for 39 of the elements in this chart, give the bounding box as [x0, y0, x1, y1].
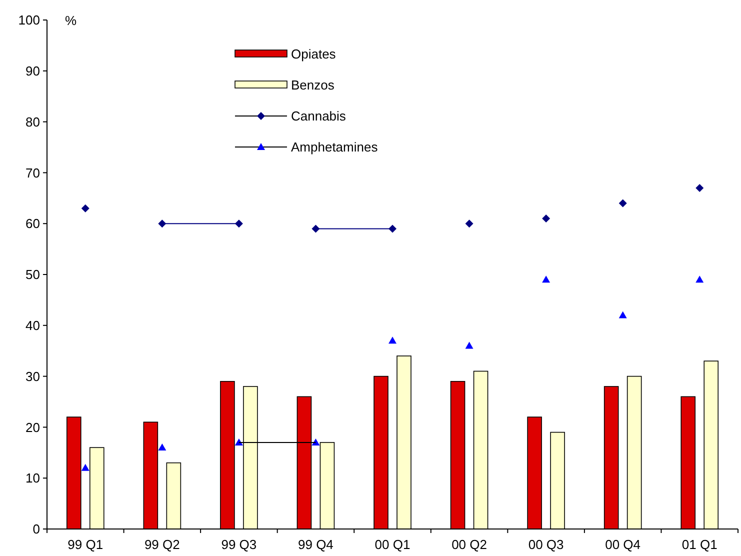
- x-tick-label: 00 Q4: [605, 537, 641, 552]
- x-tick-label: 99 Q4: [298, 537, 334, 552]
- point: [618, 199, 627, 208]
- y-tick-label: 20: [26, 420, 40, 435]
- y-axis-title: %: [65, 13, 77, 28]
- point: [618, 311, 627, 318]
- legend-label: Cannabis: [291, 108, 346, 124]
- legend-label: Amphetamines: [291, 140, 378, 155]
- point: [542, 214, 550, 223]
- legend-label: Benzos: [291, 78, 335, 93]
- x-tick-label: 99 Q2: [144, 537, 180, 552]
- y-tick-label: 100: [18, 12, 40, 28]
- point: [465, 342, 474, 349]
- x-tick-label: 01 Q1: [682, 537, 718, 552]
- y-tick-label: 40: [26, 318, 40, 333]
- y-tick-label: 80: [26, 114, 40, 130]
- point: [81, 204, 90, 212]
- point: [81, 464, 90, 471]
- point: [696, 184, 704, 192]
- y-tick-label: 0: [32, 522, 40, 537]
- x-tick-label: 99 Q1: [68, 537, 104, 552]
- legend-label: Opiates: [291, 46, 336, 62]
- y-tick-label: 70: [26, 165, 40, 180]
- point: [696, 276, 704, 283]
- x-tick-label: 00 Q1: [374, 537, 410, 552]
- y-tick-label: 60: [26, 216, 40, 232]
- point: [234, 438, 243, 446]
- point: [542, 276, 550, 283]
- y-tick-label: 50: [26, 267, 40, 282]
- point: [158, 444, 166, 451]
- x-tick-label: 00 Q2: [452, 537, 487, 552]
- point: [388, 336, 396, 344]
- x-tick-label: 00 Q3: [528, 537, 564, 552]
- y-tick-label: 10: [26, 470, 40, 486]
- x-tick-label: 99 Q3: [221, 537, 257, 552]
- y-tick-label: 30: [26, 368, 40, 384]
- y-tick-label: 90: [26, 63, 40, 78]
- point: [465, 220, 474, 228]
- point: [312, 438, 320, 446]
